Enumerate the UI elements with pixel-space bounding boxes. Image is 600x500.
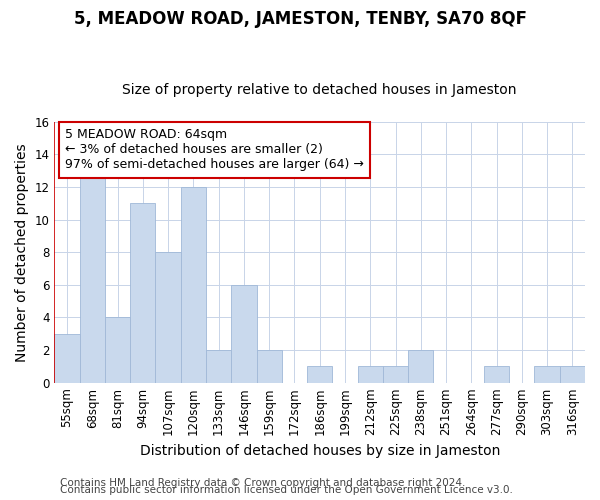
Text: 5 MEADOW ROAD: 64sqm
← 3% of detached houses are smaller (2)
97% of semi-detache: 5 MEADOW ROAD: 64sqm ← 3% of detached ho… [65, 128, 364, 172]
Bar [383, 366, 408, 382]
Bar [80, 170, 105, 382]
X-axis label: Distribution of detached houses by size in Jameston: Distribution of detached houses by size … [140, 444, 500, 458]
Title: Size of property relative to detached houses in Jameston: Size of property relative to detached ho… [122, 83, 517, 97]
Text: Contains HM Land Registry data © Crown copyright and database right 2024.: Contains HM Land Registry data © Crown c… [60, 478, 466, 488]
Bar [560, 366, 585, 382]
Bar [408, 350, 433, 382]
Bar [358, 366, 383, 382]
Bar [484, 366, 509, 382]
Bar [155, 252, 181, 382]
Bar [181, 187, 206, 382]
Bar [257, 350, 282, 382]
Text: 5, MEADOW ROAD, JAMESTON, TENBY, SA70 8QF: 5, MEADOW ROAD, JAMESTON, TENBY, SA70 8Q… [74, 10, 527, 28]
Bar [206, 350, 231, 382]
Bar [105, 318, 130, 382]
Y-axis label: Number of detached properties: Number of detached properties [15, 143, 29, 362]
Bar [231, 285, 257, 382]
Bar [307, 366, 332, 382]
Bar [130, 204, 155, 382]
Bar [55, 334, 80, 382]
Text: Contains public sector information licensed under the Open Government Licence v3: Contains public sector information licen… [60, 485, 513, 495]
Bar [535, 366, 560, 382]
